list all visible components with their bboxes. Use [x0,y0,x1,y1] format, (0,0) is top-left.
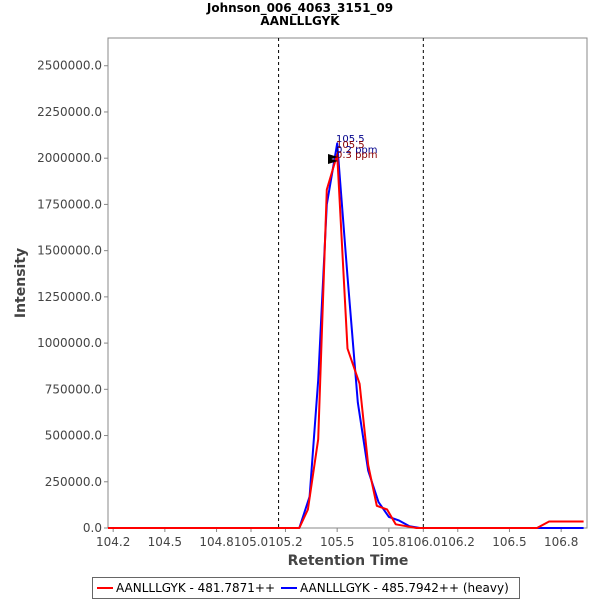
chart-subtitle: AANLLLGYK [260,14,340,28]
y-tick-label: 2250000.0 [37,105,102,119]
y-tick-label: 1500000.0 [37,244,102,258]
y-tick-label: 1000000.0 [37,336,102,350]
y-tick-label: 2000000.0 [37,151,102,165]
x-tick-label: 105.5 [320,535,354,549]
y-tick-label: 2500000.0 [37,59,102,73]
y-tick-label: 500000.0 [45,429,102,443]
series-layer [108,142,584,529]
x-tick-label: 106.2 [441,535,475,549]
x-axis-title: Retention Time [288,553,409,569]
x-tick-label: 104.2 [96,535,130,549]
x-tick-label: 106.8 [544,535,578,549]
peak-arrow-light [328,158,338,164]
x-tick-label: 106.0 [406,535,440,549]
legend-label-heavy: AANLLLGYK - 485.7942++ (heavy) [300,581,509,595]
y-tick-label: 750000.0 [45,382,102,396]
legend: AANLLLGYK - 481.7871++ AANLLLGYK - 485.7… [92,577,520,599]
x-tick-label: 105.0 [234,535,268,549]
x-tick-label: 105.8 [372,535,406,549]
legend-item-heavy: AANLLLGYK - 485.7942++ (heavy) [281,581,509,595]
legend-item-light: AANLLLGYK - 481.7871++ [97,581,275,595]
annotation-rt-light: 105.5 [336,140,365,151]
annotation-rt-heavy: 105.5 [336,134,365,145]
y-tick-label: 1250000.0 [37,290,102,304]
x-tick-label: 106.5 [492,535,526,549]
integration-boundaries [278,38,424,528]
legend-swatch-heavy [281,587,298,589]
x-axis: 104.2 104.5 104.8 105.0 105.2 105.5 105.8 106.0… [96,528,578,549]
y-axis-title: Intensity [13,248,29,318]
chart-title: Johnson_006_4063_3151_09 [206,1,393,16]
legend-swatch-light [97,587,113,589]
y-tick-label: 250000.0 [45,475,102,489]
x-tick-label: 104.5 [148,535,182,549]
series-line-light [108,153,584,529]
x-tick-label: 104.8 [199,535,233,549]
annotation-ppm-light: 0.3 ppm [336,150,378,161]
x-tick-label: 105.2 [268,535,302,549]
peak-arrow-heavy [328,154,338,160]
y-tick-label: 1750000.0 [37,197,102,211]
y-axis: 0.0 250000.0 500000.0 750000.0 1000000.0 1250… [37,59,108,535]
peak-annotations: 105.5 105.5 0.2 ppm 0.3 ppm [328,134,378,164]
legend-label-light: AANLLLGYK - 481.7871++ [116,581,276,595]
y-tick-label: 0.0 [83,521,102,535]
annotation-ppm-heavy: 0.2 ppm [336,145,378,156]
